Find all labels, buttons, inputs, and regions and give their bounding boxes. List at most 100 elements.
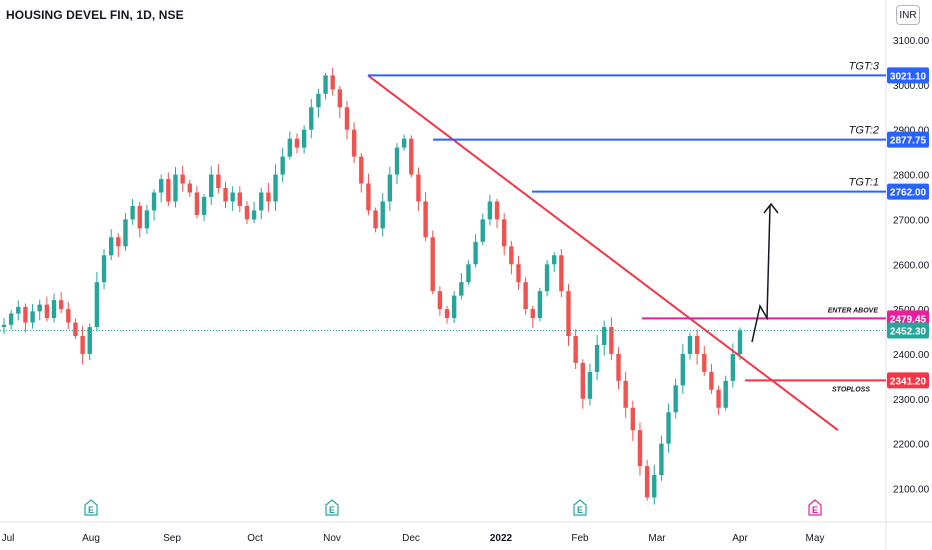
last-price-tag-bg bbox=[887, 322, 929, 339]
candle-body bbox=[330, 75, 335, 90]
projection-arrow[interactable] bbox=[751, 205, 771, 343]
candle-body bbox=[137, 205, 142, 229]
candle-body bbox=[409, 138, 414, 175]
candle-body bbox=[637, 430, 643, 467]
candle-body bbox=[101, 255, 107, 283]
candle-body bbox=[573, 336, 578, 363]
level-label-tgt2: TGT:2 bbox=[849, 125, 879, 137]
x-tick-label: May bbox=[806, 533, 825, 544]
price-tag-bg bbox=[887, 183, 929, 200]
y-tick-label: 2700.00 bbox=[893, 215, 930, 226]
candle-body bbox=[494, 201, 500, 220]
candle-body bbox=[480, 219, 485, 242]
x-tick-label: Dec bbox=[402, 533, 420, 544]
candle-body bbox=[723, 380, 728, 408]
candle-body bbox=[694, 336, 700, 354]
candle-body bbox=[280, 156, 285, 175]
currency-selector[interactable]: INR bbox=[896, 5, 920, 25]
event-flag-icon bbox=[325, 499, 339, 516]
price-tag-bg bbox=[887, 372, 929, 389]
candle-body bbox=[423, 201, 428, 238]
event-flag-icon bbox=[808, 499, 822, 516]
candle-body bbox=[516, 264, 521, 283]
candle-body bbox=[737, 330, 743, 354]
earnings-event-marker[interactable]: E bbox=[808, 499, 822, 516]
candle-body bbox=[552, 255, 557, 265]
candle-body bbox=[644, 466, 650, 498]
event-marker-label: E bbox=[329, 505, 335, 515]
candle-body bbox=[659, 443, 664, 476]
candle-body bbox=[466, 264, 471, 283]
price-tag-tgt1: 2762.00 bbox=[890, 188, 927, 199]
candle-body bbox=[509, 246, 514, 265]
candle-body bbox=[559, 255, 564, 292]
candle-body bbox=[673, 385, 678, 413]
candle-body bbox=[730, 353, 736, 381]
candle-body bbox=[159, 179, 164, 193]
candle-body bbox=[194, 192, 200, 215]
candle-body bbox=[587, 371, 593, 399]
price-tag-bg bbox=[887, 310, 929, 327]
candle-body bbox=[8, 313, 14, 325]
price-tag-enter-above: 2479.45 bbox=[890, 314, 927, 325]
earnings-event-marker[interactable]: E bbox=[84, 499, 98, 516]
candle-body bbox=[680, 353, 686, 386]
candle-body bbox=[451, 295, 457, 319]
candle-body bbox=[273, 174, 278, 202]
event-marker-label: E bbox=[577, 505, 583, 515]
candle-body bbox=[316, 93, 321, 108]
last-price-tag: 2452.30 bbox=[890, 326, 927, 337]
candle-body bbox=[687, 336, 693, 354]
candle-body bbox=[294, 138, 300, 148]
candle-body bbox=[180, 174, 185, 184]
candle-body bbox=[44, 304, 50, 319]
level-label-tgt3: TGT:3 bbox=[849, 60, 880, 72]
earnings-event-marker[interactable]: E bbox=[573, 499, 587, 516]
candle-body bbox=[266, 192, 271, 202]
downtrend-line[interactable] bbox=[367, 74, 839, 431]
x-tick-label: Mar bbox=[648, 533, 666, 544]
y-tick-label: 2600.00 bbox=[893, 260, 930, 271]
candle-body bbox=[487, 201, 493, 220]
event-flag-icon bbox=[573, 499, 587, 516]
candle-body bbox=[337, 89, 343, 108]
candle-body bbox=[237, 192, 243, 206]
candle-body bbox=[580, 362, 585, 399]
candle-body bbox=[359, 156, 364, 184]
candle-body bbox=[173, 174, 178, 202]
candle-body bbox=[380, 201, 385, 229]
earnings-event-marker[interactable]: E bbox=[325, 499, 339, 516]
y-tick-label: 3000.00 bbox=[893, 81, 930, 92]
candle-body bbox=[373, 210, 378, 229]
candle-body bbox=[702, 353, 707, 372]
candle-body bbox=[387, 174, 393, 202]
candle-body bbox=[430, 237, 435, 292]
candle-body bbox=[351, 129, 357, 157]
candle-body bbox=[709, 371, 714, 390]
y-tick-label: 2100.00 bbox=[893, 485, 930, 496]
annotation-layer bbox=[0, 74, 886, 431]
candle-body bbox=[416, 174, 421, 202]
candle-body bbox=[123, 219, 128, 247]
candle-body bbox=[130, 205, 135, 220]
level-label-enter-above: ENTER ABOVE bbox=[828, 307, 879, 314]
candle-body bbox=[594, 344, 600, 372]
x-tick-label: Feb bbox=[571, 533, 589, 544]
candle-body bbox=[394, 147, 400, 175]
x-axis-ticks: Jul Aug Sep Oct Nov Dec 2022 Feb Mar Apr May bbox=[2, 533, 825, 544]
candle-body bbox=[244, 205, 250, 220]
candle-body bbox=[230, 192, 235, 202]
price-tag-bg bbox=[887, 131, 929, 148]
x-tick-label: Sep bbox=[163, 533, 181, 544]
price-labels-layer: TGT:3 3021.10 TGT:2 2877.75 TGT:1 2762.00 ENTE… bbox=[828, 60, 929, 393]
candle-body bbox=[37, 304, 42, 312]
candle-body bbox=[23, 306, 28, 323]
candle-body bbox=[530, 309, 535, 319]
candle-body bbox=[459, 282, 464, 296]
candle-body bbox=[94, 282, 100, 328]
candle-body bbox=[80, 336, 85, 354]
candle-body bbox=[366, 183, 371, 211]
price-tag-tgt3: 3021.10 bbox=[890, 71, 927, 82]
candle-body bbox=[523, 282, 528, 310]
